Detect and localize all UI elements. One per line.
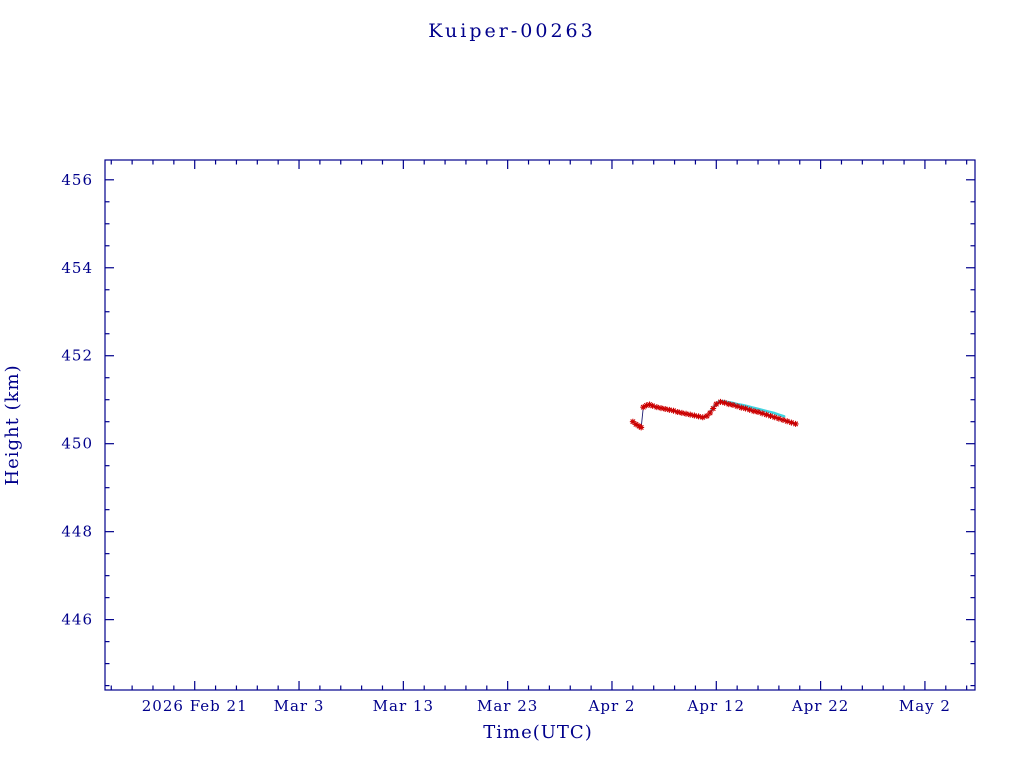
- x-tick-label: May 2: [899, 697, 951, 715]
- asterisk-marker: [775, 415, 782, 422]
- asterisk-marker: [792, 420, 799, 427]
- x-tick-label: Mar 3: [274, 697, 325, 715]
- asterisk-marker: [687, 411, 694, 418]
- asterisk-marker: [763, 411, 770, 418]
- x-axis-label: Time(UTC): [483, 722, 592, 743]
- asterisk-marker: [666, 406, 673, 413]
- asterisk-marker: [707, 409, 714, 416]
- y-tick-label: 454: [61, 259, 93, 277]
- asterisk-marker: [699, 414, 706, 421]
- y-tick-label: 448: [61, 523, 93, 541]
- asterisk-marker: [717, 398, 724, 405]
- y-tick-label: 456: [61, 171, 93, 189]
- asterisk-marker: [662, 405, 669, 412]
- asterisk-marker: [755, 409, 762, 416]
- asterisk-marker: [678, 409, 685, 416]
- asterisk-marker: [780, 416, 787, 423]
- y-tick-label: 452: [61, 347, 93, 365]
- axes: [104, 159, 976, 691]
- asterisk-marker: [629, 418, 636, 425]
- asterisk-marker: [649, 402, 656, 409]
- plot-area: 2026 Feb 21 Mar 3 Mar 13 Mar 23 Apr 2 Apr 12 A…: [61, 159, 976, 715]
- asterisk-marker: [767, 412, 774, 419]
- asterisk-marker: [750, 408, 757, 415]
- asterisk-marker: [784, 418, 791, 425]
- asterisk-marker: [703, 412, 710, 419]
- asterisk-marker: [646, 401, 653, 408]
- asterisk-marker: [638, 424, 645, 431]
- y-tick-label: 446: [61, 611, 93, 629]
- asterisk-marker: [725, 401, 732, 408]
- x-tick-label: Mar 23: [477, 697, 538, 715]
- y-axis-label: Height (km): [2, 364, 23, 485]
- asterisk-marker: [632, 421, 639, 428]
- asterisk-marker: [759, 410, 766, 417]
- series-observed-height: [629, 398, 799, 431]
- asterisk-marker: [643, 402, 650, 409]
- asterisk-marker: [734, 403, 741, 410]
- asterisk-marker: [710, 405, 717, 412]
- asterisk-marker: [653, 404, 660, 411]
- asterisk-marker: [771, 414, 778, 421]
- asterisk-marker: [683, 410, 690, 417]
- x-tick-label: 2026 Feb 21: [142, 697, 248, 715]
- asterisk-marker: [713, 401, 720, 408]
- asterisk-marker: [721, 399, 728, 406]
- asterisk-marker: [738, 404, 745, 411]
- asterisk-marker: [788, 419, 795, 426]
- asterisk-marker: [691, 412, 698, 419]
- x-tick-label: Mar 13: [373, 697, 434, 715]
- asterisk-marker: [695, 413, 702, 420]
- asterisk-marker: [670, 407, 677, 414]
- asterisk-marker: [729, 401, 736, 408]
- x-tick-label: Apr 12: [687, 697, 745, 715]
- asterisk-marker: [674, 409, 681, 416]
- asterisk-marker: [746, 406, 753, 413]
- plot-frame: [104, 159, 976, 691]
- asterisk-marker: [640, 404, 647, 411]
- x-tick-label: Apr 2: [588, 697, 636, 715]
- asterisk-marker: [742, 405, 749, 412]
- x-tick-label: Apr 22: [791, 697, 849, 715]
- asterisk-marker: [658, 405, 665, 412]
- y-tick-label: 450: [61, 435, 93, 453]
- chart-title: Kuiper-00263: [428, 20, 595, 42]
